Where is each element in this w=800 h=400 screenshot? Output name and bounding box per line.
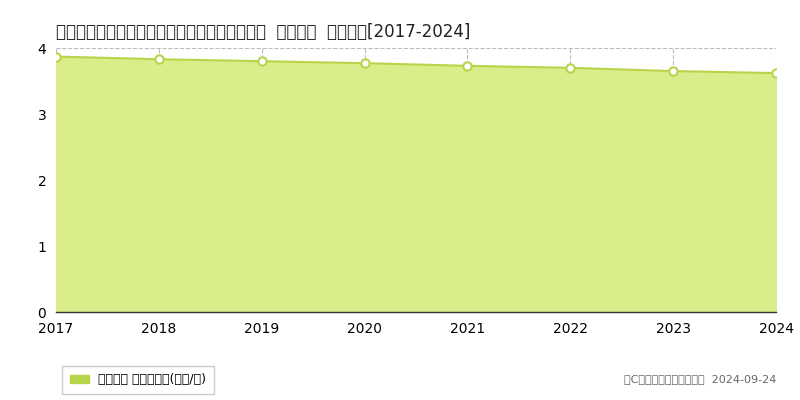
Text: 青森県三戸郡南部町大字福田字あかね２番６０  基準地価  地価推移[2017-2024]: 青森県三戸郡南部町大字福田字あかね２番６０ 基準地価 地価推移[2017-202… (56, 23, 470, 41)
Legend: 基準地価 平均坪単価(万円/坪): 基準地価 平均坪単価(万円/坪) (62, 366, 214, 394)
Text: （C）土地価格ドットコム  2024-09-24: （C）土地価格ドットコム 2024-09-24 (624, 374, 776, 384)
